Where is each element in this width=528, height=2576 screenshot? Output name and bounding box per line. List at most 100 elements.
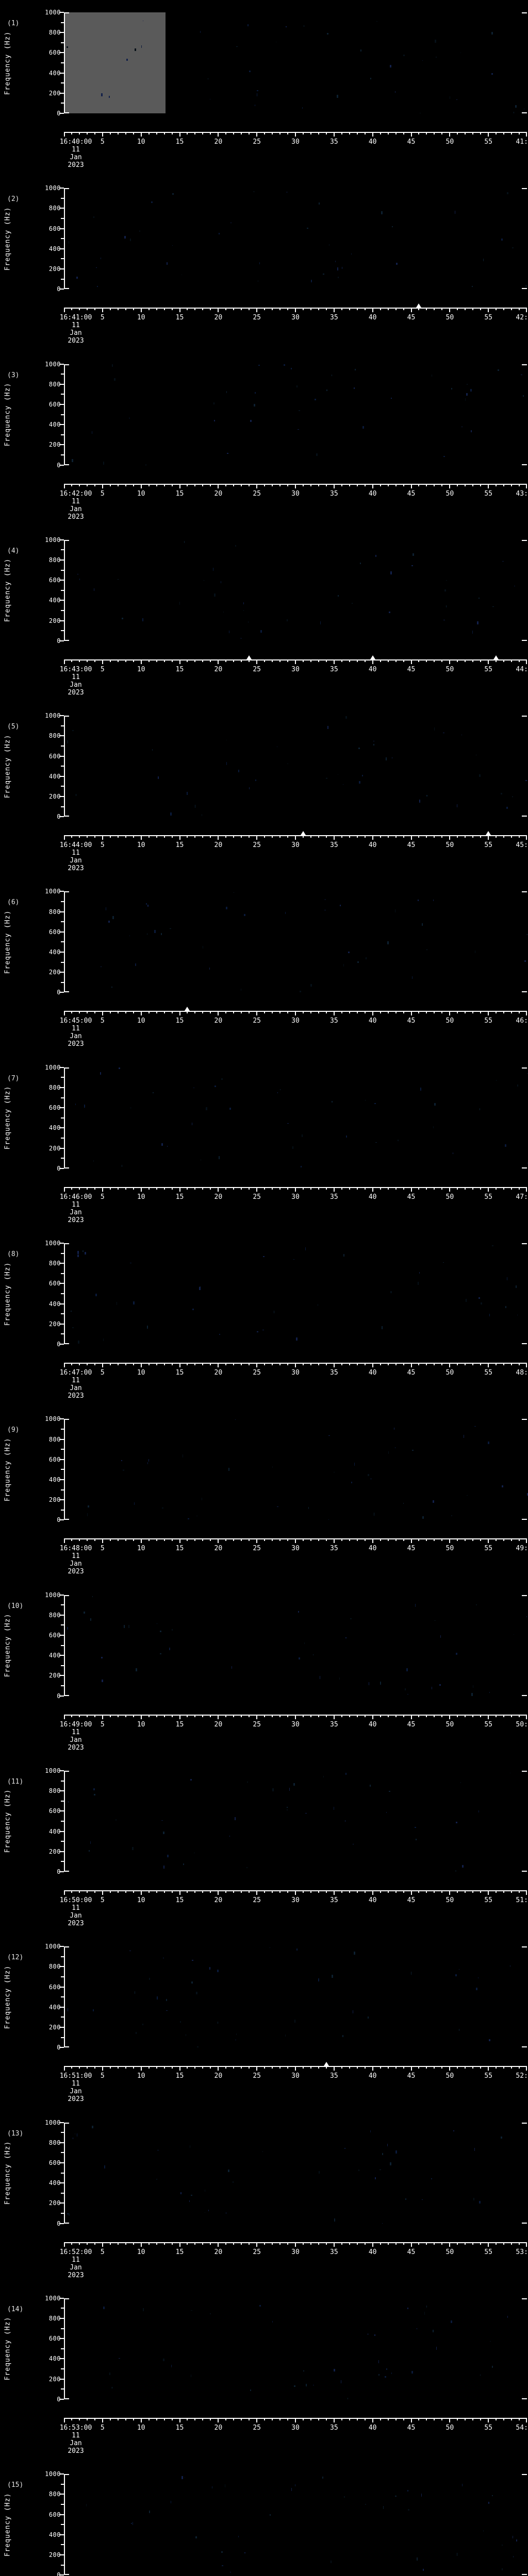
x-axis-tick (519, 1714, 520, 1717)
x-axis-tick (264, 835, 266, 838)
y-axis-minor-tick (61, 921, 64, 923)
x-axis-end-label: 43:00 (516, 489, 528, 498)
origin-year: 2023 (68, 2095, 84, 2104)
x-axis-tick (109, 835, 111, 838)
x-axis-tick (403, 835, 404, 838)
x-axis-tick (496, 2417, 497, 2420)
x-axis-tick-label: 45 (407, 138, 416, 146)
spectrogram-pixel (93, 1794, 95, 1796)
x-axis-tick (133, 1363, 134, 1366)
x-axis-tick (356, 835, 358, 838)
spectrogram-pixel (523, 395, 524, 397)
spectrogram-pixel (395, 2150, 397, 2154)
axis-corner (522, 816, 527, 817)
x-axis-tick (148, 1011, 150, 1014)
spectrogram-pixel (146, 903, 147, 905)
x-axis-tick-label: 50 (446, 665, 454, 673)
origin-day: 11 (72, 849, 80, 857)
x-axis-tick (264, 1187, 266, 1190)
x-axis-tick (333, 1714, 335, 1719)
y-axis-minor-tick (61, 1665, 64, 1666)
y-axis-minor-tick (61, 1996, 64, 1998)
spectrogram-pixel (386, 757, 387, 760)
spectrogram-pixel (135, 1668, 137, 1671)
x-axis-tick-label: 25 (253, 2072, 261, 2080)
x-axis-tick (71, 659, 72, 662)
axis-corner (522, 364, 527, 365)
x-axis-tick (434, 2417, 435, 2420)
x-axis-tick (302, 659, 304, 662)
y-axis-minor-tick (61, 2037, 64, 2038)
x-axis-tick (310, 1890, 311, 1893)
x-axis-tick-label: 10 (137, 1720, 145, 1728)
x-axis-tick (325, 132, 327, 134)
spectrogram-pixel (180, 2192, 182, 2195)
spectrogram-pixel (466, 393, 468, 396)
origin-day: 11 (72, 2080, 80, 2088)
y-axis-minor-tick (61, 2192, 64, 2194)
spectrogram-pixel (345, 1637, 346, 1638)
x-axis-tick (372, 1714, 373, 1719)
spectrogram-pixel (156, 2179, 158, 2180)
x-axis-tick (418, 659, 420, 662)
x-axis-tick (148, 2242, 150, 2245)
x-axis-tick (356, 1714, 358, 1717)
spectrogram-pixel (299, 990, 301, 992)
x-axis-tick (156, 2417, 157, 2420)
spectrogram-pixel (296, 1337, 298, 1341)
spectrogram-pixel (390, 64, 392, 67)
spectrogram-pixel (451, 387, 452, 389)
spectrogram-pixel (287, 1809, 288, 1811)
x-axis-tick-label: 25 (253, 841, 261, 850)
x-axis-tick (156, 483, 157, 486)
spectrogram-pixel (488, 2502, 489, 2504)
x-axis-tick (125, 1187, 126, 1190)
x-axis-tick-label: 55 (484, 314, 492, 322)
y-axis-minor-tick (61, 1313, 64, 1315)
y-axis-tick-label: 400 (48, 2003, 61, 2011)
spectrogram-pixel (502, 561, 504, 562)
spectrogram-pixel (306, 227, 308, 229)
x-axis-tick (86, 483, 88, 486)
spectrogram-pixel (358, 781, 360, 784)
spectrogram-pixel (263, 1256, 265, 1257)
y-axis-minor-tick (61, 961, 64, 963)
x-axis-tick-label: 45 (407, 489, 416, 498)
spectrogram-pixel (455, 1822, 457, 1824)
y-axis-tick (59, 2142, 64, 2143)
spectrogram-panel: Frequency (Hz) (10) 1000 800 600 400 200 0 5 10 15… (0, 1583, 528, 1758)
x-axis-tick (194, 1890, 196, 1893)
x-axis-tick (287, 308, 289, 311)
x-axis-tick (426, 835, 427, 838)
x-axis-tick (279, 1890, 281, 1893)
spectrogram-pixel (79, 578, 80, 580)
x-axis-tick (434, 835, 435, 838)
x-axis-tick (410, 659, 412, 664)
spectrogram-pixel (209, 1967, 210, 1970)
origin-time: 16:45:00 (59, 1017, 92, 1025)
spectrogram-pixel (109, 95, 110, 98)
x-axis-tick (94, 659, 95, 662)
y-axis-minor-tick (61, 2524, 64, 2526)
x-axis-tick (418, 1538, 420, 1541)
spectrogram-pixel (424, 2311, 425, 2315)
x-axis-end-tick (64, 2066, 65, 2071)
y-axis: 1000 800 600 400 200 0 (0, 1064, 64, 1172)
y-axis-tick-label: 800 (48, 908, 61, 916)
x-axis-tick (148, 2417, 150, 2420)
y-axis-tick-label: 1000 (45, 888, 61, 895)
spectrogram-pixel (218, 1156, 220, 1160)
x-axis-tick (86, 1538, 88, 1541)
x-axis-tick (488, 483, 489, 488)
x-axis-tick (179, 1011, 180, 1016)
axis-corner (64, 1067, 69, 1069)
y-axis-tick-label: 600 (48, 1455, 61, 1463)
origin-day: 11 (72, 1377, 80, 1385)
x-axis-tick (295, 659, 296, 664)
y-axis-minor-tick (61, 197, 64, 199)
spectrogram-pixel (391, 226, 393, 227)
x-axis-tick (71, 1890, 72, 1893)
y-axis: 1000 800 600 400 200 0 (0, 2120, 64, 2227)
origin-time: 16:43:00 (59, 665, 92, 673)
y-axis-tick-label: 800 (48, 2490, 61, 2498)
